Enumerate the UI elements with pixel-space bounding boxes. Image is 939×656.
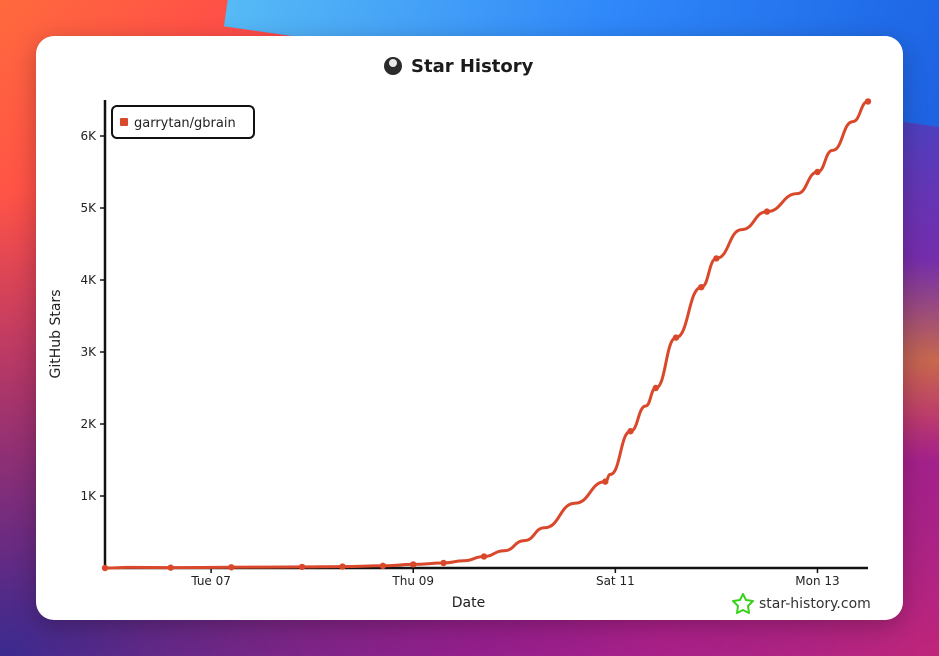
series-point bbox=[167, 564, 174, 571]
series-point bbox=[763, 208, 771, 215]
series-point bbox=[652, 384, 659, 392]
legend-label: garrytan/gbrain bbox=[134, 116, 236, 131]
y-tick-label: 3K bbox=[80, 345, 97, 359]
x-tick-label: Mon 13 bbox=[795, 574, 839, 588]
series-line bbox=[103, 99, 870, 570]
x-tick-label: Tue 07 bbox=[190, 574, 231, 588]
legend: garrytan/gbrain bbox=[111, 105, 255, 139]
legend-box bbox=[111, 105, 255, 139]
series-point bbox=[379, 562, 387, 570]
legend-swatch bbox=[120, 118, 128, 126]
series-point bbox=[713, 255, 720, 262]
series-point bbox=[101, 564, 109, 572]
chart-title-group: Star History bbox=[384, 56, 534, 77]
y-tick-label: 1K bbox=[80, 489, 97, 503]
series-point bbox=[602, 478, 609, 485]
series-point bbox=[298, 563, 306, 571]
watermark[interactable]: star-history.com bbox=[732, 593, 871, 614]
chart-title: Star History bbox=[411, 56, 534, 77]
y-tick-label: 5K bbox=[80, 201, 97, 215]
series-point bbox=[480, 553, 488, 560]
x-axis-ticks: Tue 07 Thu 09 Sat 11 Mon 13 bbox=[190, 568, 840, 588]
chart-card: Star History 1K 2K 3K 4K 5K 6K Tue 07 Thu 09 Sa… bbox=[36, 36, 903, 620]
series-point bbox=[440, 559, 447, 567]
series-point bbox=[814, 168, 821, 176]
avatar-face bbox=[389, 59, 397, 67]
y-tick-label: 6K bbox=[80, 129, 97, 143]
watermark-label[interactable]: star-history.com bbox=[759, 596, 871, 612]
series-point bbox=[339, 563, 346, 570]
series-point bbox=[410, 561, 417, 568]
y-axis-label: GitHub Stars bbox=[48, 290, 64, 379]
series-point bbox=[228, 564, 235, 571]
star-history-chart: Star History 1K 2K 3K 4K 5K 6K Tue 07 Thu 09 Sa… bbox=[48, 56, 872, 614]
x-tick-label: Thu 09 bbox=[391, 574, 434, 588]
series-point bbox=[698, 284, 705, 291]
series-point bbox=[672, 334, 680, 341]
y-tick-label: 4K bbox=[80, 273, 97, 287]
series-layer bbox=[101, 98, 872, 572]
star-icon bbox=[732, 593, 754, 614]
y-tick-label: 2K bbox=[80, 417, 97, 431]
y-axis-ticks: 1K 2K 3K 4K 5K 6K bbox=[80, 129, 105, 503]
x-tick-label: Sat 11 bbox=[596, 574, 635, 588]
series-point bbox=[627, 428, 634, 435]
x-axis-label: Date bbox=[452, 595, 485, 611]
series-point bbox=[864, 98, 872, 105]
